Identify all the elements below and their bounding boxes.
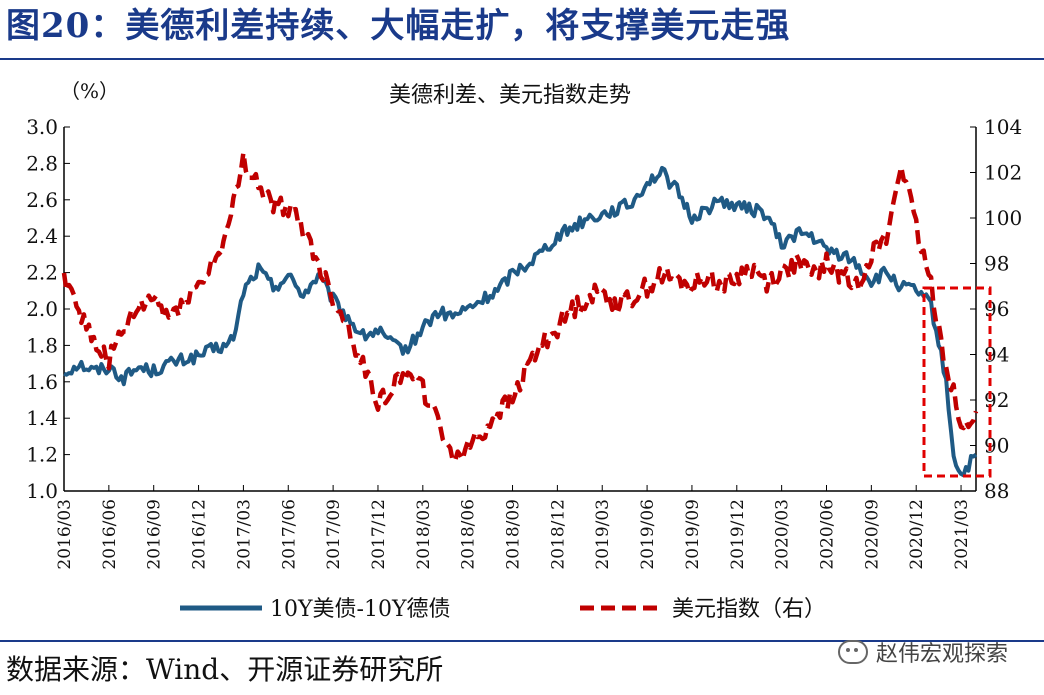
x-tick-label: 2021/03 [952, 499, 972, 570]
highlight-box [922, 286, 992, 478]
x-tick-label: 2020/09 [862, 499, 882, 570]
x-tick-label: 2017/09 [324, 499, 344, 570]
wechat-icon [837, 640, 868, 664]
left-tick-label: 1.0 [26, 479, 58, 503]
legend: 10Y美债-10Y德债 美元指数（右） [180, 597, 826, 622]
left-axis-unit: （%） [60, 79, 119, 103]
watermark-text: 赵伟宏观探索 [875, 642, 1008, 667]
x-tick-label: 2020/12 [907, 499, 927, 570]
source-note: 数据来源：Wind、开源证券研究所 [6, 653, 444, 686]
x-axis: 2016/03 2016/06 2016/09 2016/12 2017/03 2017/… [55, 485, 972, 570]
right-tick-label: 104 [984, 115, 1022, 139]
chart: 美德利差、美元指数走势 （%） 3.0 2.8 2.6 2.4 2.2 2.0 1.8 1.6… [26, 79, 1022, 622]
x-tick-label: 2020/03 [773, 499, 793, 570]
right-tick-label: 100 [984, 206, 1022, 230]
x-tick-label: 2018/03 [414, 499, 434, 570]
left-tick-label: 2.4 [26, 224, 58, 248]
series-line-spread [63, 165, 978, 478]
x-tick-label: 2017/03 [234, 499, 254, 570]
left-axis: 3.0 2.8 2.6 2.4 2.2 2.0 1.8 1.6 1.4 1.2 1.0 [26, 115, 70, 503]
x-tick-label: 2018/09 [504, 499, 524, 570]
x-tick-label: 2019/03 [593, 499, 613, 570]
x-tick-label: 2016/12 [190, 499, 210, 570]
x-tick-label: 2019/12 [728, 499, 748, 570]
x-tick-label: 2018/06 [459, 499, 479, 570]
right-tick-label: 90 [984, 434, 1009, 458]
left-tick-label: 2.6 [26, 188, 58, 212]
series-group [61, 150, 979, 478]
right-tick-label: 96 [984, 297, 1009, 321]
figure-title: 图20：美德利差持续、大幅走扩，将支撑美元走强 [6, 6, 791, 46]
x-tick-label: 2016/03 [55, 499, 75, 570]
right-tick-label: 92 [984, 388, 1009, 412]
right-axis: 104 102 100 98 96 94 92 90 88 [970, 115, 1022, 503]
x-tick-label: 2017/12 [369, 499, 389, 570]
legend-label-spread: 10Y美债-10Y德债 [270, 597, 450, 622]
series-line-dxy [61, 150, 979, 463]
x-tick-label: 2016/09 [145, 499, 165, 570]
bottom-rule [0, 640, 1044, 642]
chart-title: 美德利差、美元指数走势 [389, 83, 631, 108]
x-tick-label: 2016/06 [100, 499, 120, 570]
left-tick-label: 1.4 [26, 406, 58, 430]
x-tick-label: 2019/09 [683, 499, 703, 570]
top-rule [0, 58, 1044, 60]
left-tick-label: 1.2 [26, 443, 58, 467]
left-tick-label: 2.2 [26, 261, 58, 285]
left-tick-label: 1.6 [26, 370, 58, 394]
right-tick-label: 94 [984, 343, 1009, 367]
right-tick-label: 102 [984, 161, 1022, 185]
x-tick-label: 2020/06 [817, 499, 837, 570]
x-tick-label: 2018/12 [548, 499, 568, 570]
right-tick-label: 88 [984, 479, 1009, 503]
left-tick-label: 2.8 [26, 151, 58, 175]
right-tick-label: 98 [984, 252, 1009, 276]
x-tick-label: 2019/06 [638, 499, 658, 570]
x-tick-label: 2017/06 [279, 499, 299, 570]
watermark: 赵伟宏观探索 [837, 636, 1008, 668]
left-tick-label: 2.0 [26, 297, 58, 321]
left-tick-label: 3.0 [26, 115, 58, 139]
legend-label-dxy: 美元指数（右） [672, 597, 826, 622]
left-tick-label: 1.8 [26, 333, 58, 357]
